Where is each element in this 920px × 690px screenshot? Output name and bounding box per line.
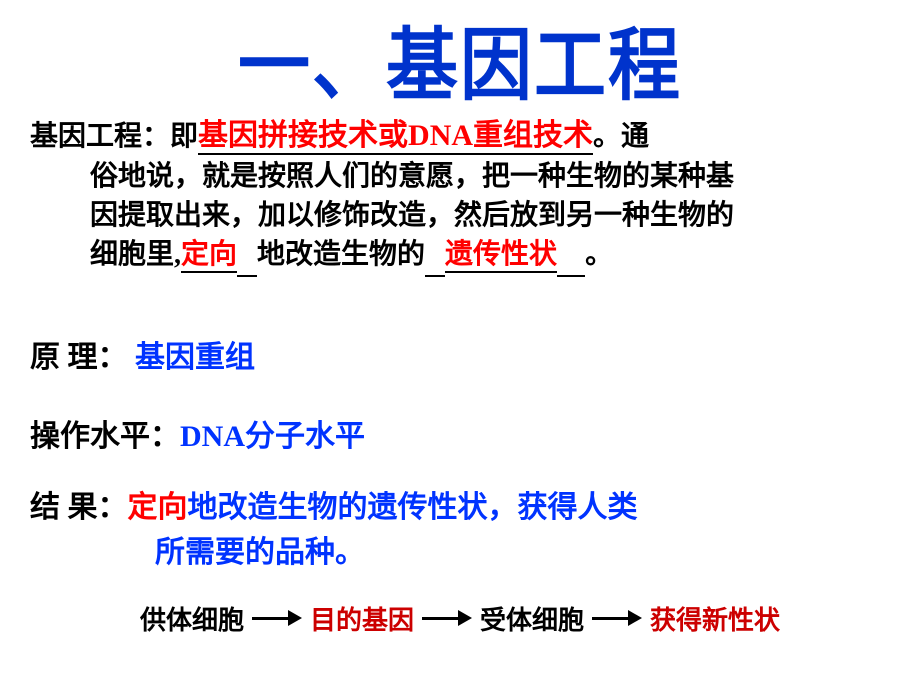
arrow-icon [422, 608, 472, 628]
definition-line3: 因提取出来，加以修饰改造，然后放到另一种生物的 [30, 196, 890, 235]
level-label: 操作水平： [30, 420, 180, 453]
content-area: 基因工程：即基因拼接技术或DNA重组技术。通 俗地说，就是按照人们的意愿，把一种… [0, 115, 920, 637]
result-red: 定向 [128, 491, 188, 524]
definition-prefix: 即 [170, 121, 198, 152]
result-blue2: 所需要的品种。 [30, 530, 890, 575]
def-l4c: 。 [585, 239, 613, 270]
blank1 [237, 235, 257, 276]
result-row: 结 果：定向地改造生物的遗传性状，获得人类 所需要的品种。 [30, 485, 890, 575]
definition-after1: 。通 [593, 121, 649, 152]
principle-row: 原 理： 基因重组 [30, 332, 890, 376]
def-l4a: 细胞里, [90, 239, 181, 270]
definition-line2: 俗地说，就是按照人们的意愿，把一种生物的某种基 [30, 157, 890, 196]
flow-node-1: 供体细胞 [140, 600, 244, 637]
flow-diagram: 供体细胞 目的基因 受体细胞 获得新性状 [30, 600, 890, 637]
def-red1: 定向 [181, 239, 237, 273]
blank2b [557, 235, 585, 276]
flow-node-3: 受体细胞 [480, 600, 584, 637]
principle-value: 基因重组 [135, 341, 255, 374]
blank2a [425, 235, 445, 276]
principle-label: 原 理： [30, 341, 128, 374]
page-title: 一、基因工程 [0, 0, 920, 116]
result-blue1: 地改造生物的遗传性状，获得人类 [188, 491, 638, 524]
definition-line4: 细胞里,定向 地改造生物的 遗传性状 。 [30, 235, 890, 276]
flow-node-2: 目的基因 [310, 600, 414, 637]
level-value: DNA分子水平 [180, 420, 365, 453]
arrow-icon [592, 608, 642, 628]
def-l4b: 地改造生物的 [257, 239, 425, 270]
level-row: 操作水平：DNA分子水平 [30, 411, 890, 455]
arrow-icon [252, 608, 302, 628]
definition-paragraph: 基因工程：即基因拼接技术或DNA重组技术。通 俗地说，就是按照人们的意愿，把一种… [30, 115, 890, 277]
result-label: 结 果： [30, 491, 128, 524]
definition-label: 基因工程： [30, 121, 170, 152]
definition-red-underline: 基因拼接技术或DNA重组技术 [198, 119, 593, 155]
flow-node-4: 获得新性状 [650, 600, 780, 637]
def-red2: 遗传性状 [445, 239, 557, 273]
